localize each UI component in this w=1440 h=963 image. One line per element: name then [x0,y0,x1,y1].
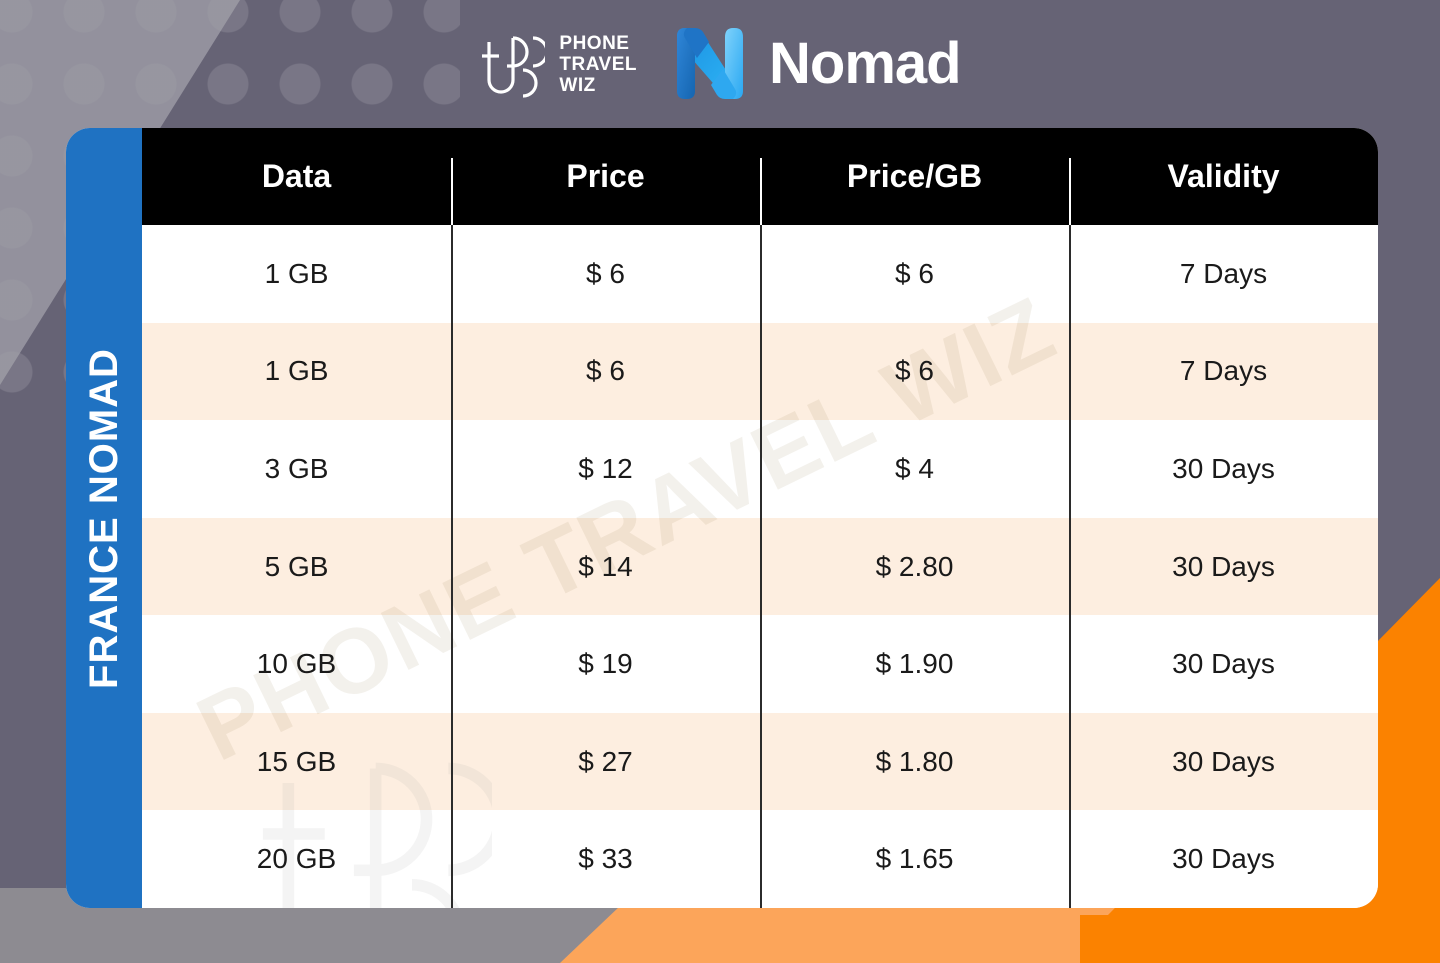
column-header-price[interactable]: Price [451,158,760,255]
cell-price: $ 6 [451,225,760,323]
phone-travel-wiz-logo: PHONE TRAVEL WIZ [479,28,637,100]
cell-validity: 30 Days [1069,517,1378,616]
cell-price: $ 33 [451,810,760,908]
column-header-validity[interactable]: Validity [1069,158,1378,255]
side-label-text: FRANCE NOMAD [81,347,126,689]
table-header-row: Data Price Price/GB Validity [142,128,1378,255]
cell-data: 5 GB [264,550,329,582]
table-row[interactable]: 3 GB $ 12 $ 4 30 Days [142,420,1378,518]
cell-price: $ 19 [451,615,760,713]
table-row[interactable]: 20 GB $ 33 $ 1.65 30 Days [142,810,1378,908]
side-label-bar: FRANCE NOMAD [66,128,142,908]
cell-price-per-gb: $ 1.65 [760,810,1069,908]
cell-data: 20 GB [256,843,337,875]
nomad-logo: Nomad [667,24,962,104]
column-header-data[interactable]: Data [261,158,332,194]
cell-price: $ 6 [451,322,760,421]
table-row[interactable]: 1 GB $ 6 $ 6 7 Days [142,225,1378,323]
cell-data: 1 GB [264,355,329,387]
table-row[interactable]: 10 GB $ 19 $ 1.90 30 Days [142,615,1378,713]
table-row[interactable]: 15 GB $ 27 $ 1.80 30 Days [142,712,1378,811]
phone-travel-wiz-wordmark: PHONE TRAVEL WIZ [559,33,637,96]
brand-group: PHONE TRAVEL WIZ [479,24,962,104]
cell-data: 3 GB [264,452,329,484]
header-bar: PHONE TRAVEL WIZ [0,0,1440,128]
cell-price: $ 14 [451,517,760,616]
phone-travel-wiz-icon [479,28,549,100]
cell-price-per-gb: $ 4 [760,420,1069,518]
cell-data: 10 GB [256,648,337,680]
cell-price-per-gb: $ 1.80 [760,712,1069,811]
cell-price-per-gb: $ 6 [760,322,1069,421]
nomad-icon [667,24,753,104]
table-body: 1 GB $ 6 $ 6 7 Days 1 GB $ 6 $ 6 7 Days … [142,225,1378,908]
cell-data: 15 GB [256,745,337,777]
cell-price-per-gb: $ 6 [760,225,1069,323]
cell-price: $ 12 [451,420,760,518]
table-row[interactable]: 1 GB $ 6 $ 6 7 Days [142,322,1378,421]
ptw-line-2: TRAVEL [559,53,637,75]
ptw-line-3: WIZ [559,74,596,96]
cell-price-per-gb: $ 1.90 [760,615,1069,713]
pricing-table: PHONE TRAVEL WIZ Data Price Price/GB Val… [142,128,1378,908]
cell-price: $ 27 [451,712,760,811]
cell-validity: 30 Days [1069,420,1378,518]
cell-validity: 30 Days [1069,712,1378,811]
cell-validity: 7 Days [1069,225,1378,323]
nomad-wordmark: Nomad [769,31,962,96]
cell-validity: 7 Days [1069,322,1378,421]
cell-price-per-gb: $ 2.80 [760,517,1069,616]
table-row[interactable]: 5 GB $ 14 $ 2.80 30 Days [142,517,1378,616]
cell-data: 1 GB [264,257,329,289]
pricing-card: FRANCE NOMAD PHONE TRAVEL WIZ Data Price… [66,128,1378,908]
cell-validity: 30 Days [1069,810,1378,908]
cell-validity: 30 Days [1069,615,1378,713]
column-header-price-gb[interactable]: Price/GB [760,158,1069,255]
ptw-line-1: PHONE [559,32,630,54]
